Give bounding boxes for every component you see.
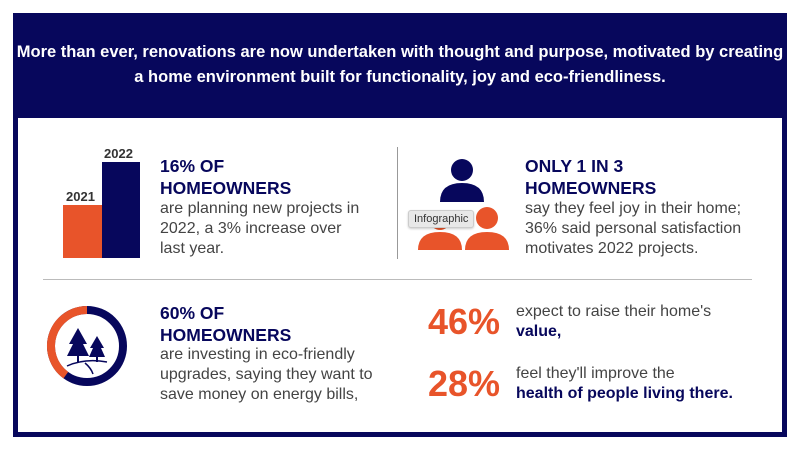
stat4-emphasis: value, [516,323,562,340]
ring-orange-arc [47,306,88,379]
horizontal-divider [43,279,752,280]
stat3-heading: 60% OF HOMEOWNERS [160,303,292,345]
stat4-value: 46% [428,301,501,342]
stat4-label: expect to raise their home's [516,303,712,320]
stat2-body: say they feel joy in their home; 36% sai… [525,200,742,257]
stat5-emphasis: health of people living there. [516,385,733,402]
vertical-divider [397,147,398,259]
bar-2021 [63,205,102,258]
stat5-label: feel they'll improve the [516,365,675,382]
stat5-text: feel they'll improve the health of people… [516,364,776,404]
content-panel [18,118,782,432]
stat4-text: expect to raise their home's value, [516,302,716,342]
stat1-heading: 16% OF HOMEOWNERS [160,156,292,198]
tooltip: Infographic [408,210,475,228]
bar-label-2022: 2022 [104,146,133,161]
bar-label-2021: 2021 [66,189,95,204]
stat2-heading: ONLY 1 IN 3 HOMEOWNERS [525,156,657,198]
header-text: More than ever, renovations are now unde… [16,43,784,86]
stat3-body: are investing in eco-friendly upgrades, … [160,346,373,403]
ring-chart [47,306,127,386]
trees-icon [66,328,108,375]
stat1-body: are planning new projects in 2022, a 3% … [160,200,360,257]
people-group-icon [418,159,509,250]
bar-2022 [102,162,140,258]
stat5-value: 28% [428,363,501,404]
